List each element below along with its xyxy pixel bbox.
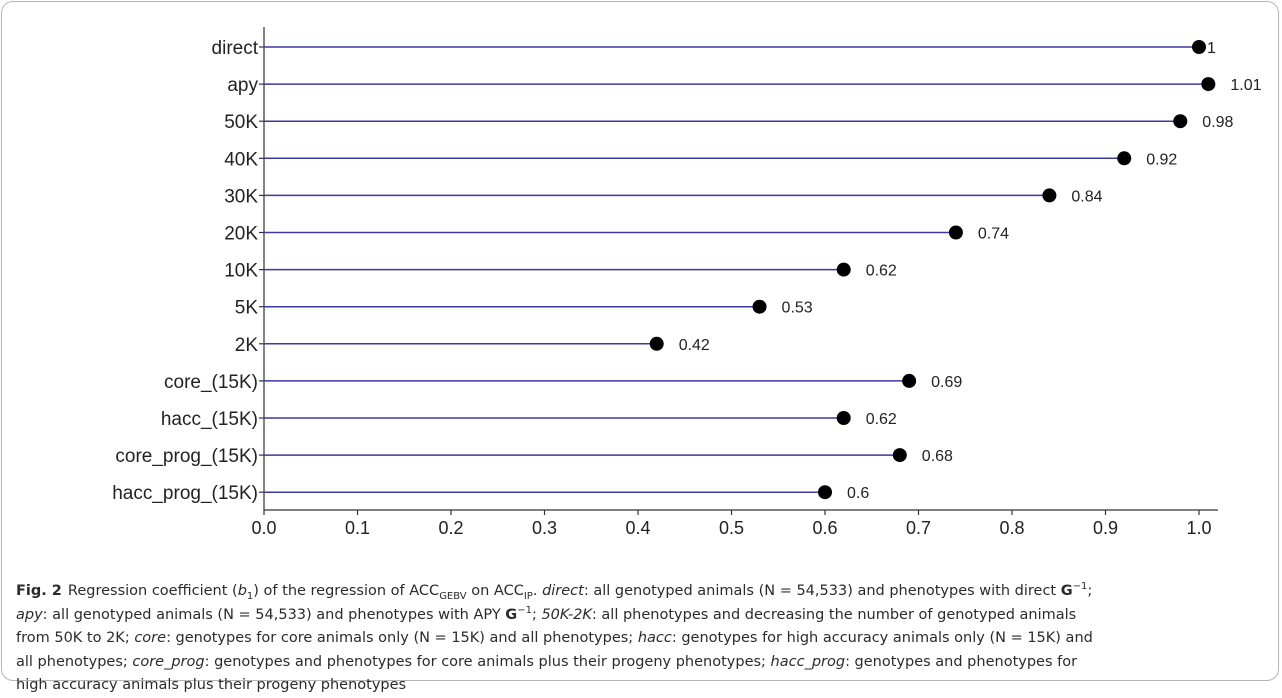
caption-text: : genotypes for high accuracy animals on…: [671, 630, 1093, 646]
data-label-30K: 0.84: [1071, 188, 1102, 205]
caption-term: hacc: [637, 630, 672, 646]
caption-text: on ACC: [466, 583, 524, 599]
caption-text: from 50K to 2K;: [16, 630, 135, 646]
caption-term: hacc_prog: [770, 653, 846, 670]
dot-5K: [752, 299, 767, 314]
y-tick-label-5K: 5K: [235, 298, 259, 319]
caption-line-2: apy: all genotyped animals (N = 54,533) …: [16, 604, 1276, 628]
x-tick-label: 0.2: [438, 518, 463, 538]
y-tick-label-core_prog_(15K): core_prog_(15K): [115, 446, 258, 467]
y-tick-label-40K: 40K: [224, 149, 258, 170]
data-label-20K: 0.74: [978, 226, 1009, 243]
figure-caption: Fig. 2 Regression coefficient (b1) of the…: [16, 580, 1276, 698]
caption-text: ) of the regression of ACC: [253, 583, 440, 599]
dot-core_prog_(15K): [892, 448, 907, 463]
caption-text: : genotypes for core animals only (N = 1…: [166, 630, 638, 646]
dot-direct: [1192, 40, 1206, 54]
dot-apy: [1201, 77, 1216, 92]
dot-20K: [948, 225, 963, 240]
dot-40K: [1117, 151, 1132, 166]
dot-hacc_prog_(15K): [818, 485, 832, 500]
caption-line-3: from 50K to 2K; core: genotypes for core…: [16, 627, 1276, 651]
y-tick-label-10K: 10K: [224, 261, 258, 282]
dot-core_(15K): [902, 373, 917, 388]
x-tick-label: 0.4: [625, 518, 650, 538]
caption-text: ;: [531, 606, 542, 623]
y-tick-label-hacc_(15K): hacc_(15K): [161, 409, 258, 430]
x-tick-label: 0.5: [719, 518, 744, 538]
y-tick-label-hacc_prog_(15K): hacc_prog_(15K): [112, 483, 258, 504]
y-tick-label-50K: 50K: [224, 112, 258, 133]
caption-superscript: −1: [517, 604, 532, 616]
data-label-40K: 0.92: [1146, 151, 1177, 168]
x-tick-label: 0.9: [1093, 518, 1118, 538]
figure-label: Fig. 2: [16, 583, 62, 599]
caption-text: : all genotyped animals (N = 54,533) and…: [583, 583, 1061, 599]
figure-frame: [1, 1, 1279, 681]
x-tick-label: 0.3: [532, 518, 557, 538]
x-tick-label: 0.6: [812, 518, 837, 538]
caption-term: apy: [16, 606, 43, 623]
lollipop-chart: direct 1 apy 1.01 50K 0.98 40K 0.92 30K 0.84 20K 0.…: [112, 27, 1262, 538]
data-label-2K: 0.42: [679, 337, 710, 354]
caption-text: : genotypes and phenotypes for core anim…: [204, 653, 771, 670]
data-label-apy: 1.01: [1230, 77, 1261, 94]
dot-10K: [836, 262, 851, 277]
caption-term: b: [237, 583, 247, 599]
data-label-core_(15K): 0.69: [931, 374, 962, 391]
y-tick-label-direct: direct: [212, 38, 259, 59]
caption-line-4: all phenotypes; core_prog: genotypes and…: [16, 651, 1276, 675]
data-label-hacc_(15K): 0.62: [866, 411, 897, 428]
caption-superscript: −1: [1072, 581, 1088, 593]
dot-hacc_(15K): [836, 411, 851, 425]
dot-50K: [1173, 114, 1188, 129]
caption-subscript: 1: [246, 590, 254, 602]
data-label-10K: 0.62: [866, 263, 897, 280]
caption-line-1: Fig. 2 Regression coefficient (b1) of the…: [16, 580, 1276, 604]
x-tick-label: 0.1: [345, 518, 370, 538]
caption-line-5: high accuracy animals plus their progeny…: [16, 674, 1276, 698]
dot-2K: [649, 336, 664, 351]
caption-term: core_prog: [132, 653, 205, 670]
y-tick-label-30K: 30K: [224, 186, 258, 207]
y-tick-label-20K: 20K: [224, 224, 258, 245]
x-tick-label: 0.7: [906, 518, 931, 538]
caption-term: direct: [542, 583, 584, 599]
y-tick-label-apy: apy: [227, 75, 258, 96]
caption-matrix-symbol: G: [505, 606, 518, 623]
x-tick-label: 1.0: [1186, 518, 1211, 538]
y-tick-label-core_(15K): core_(15K): [164, 372, 258, 393]
data-label-5K: 0.53: [782, 300, 813, 317]
caption-text: .: [532, 583, 543, 599]
x-tick-label: 0.8: [999, 518, 1024, 538]
caption-text: : all genotyped animals (N = 54,533) and…: [42, 606, 506, 623]
caption-text: Regression coefficient (: [67, 583, 238, 599]
caption-text: : all phenotypes and decreasing the numb…: [591, 606, 1077, 623]
caption-text: high accuracy animals plus their progeny…: [16, 677, 407, 693]
caption-text: ;: [1087, 583, 1093, 599]
x-tick-label: 0.0: [251, 518, 276, 538]
caption-subscript: IP: [523, 590, 533, 602]
caption-subscript: GEBV: [439, 590, 467, 602]
caption-text: all phenotypes;: [16, 653, 133, 670]
data-label-core_prog_(15K): 0.68: [922, 448, 953, 465]
caption-matrix-symbol: G: [1060, 583, 1073, 599]
dot-30K: [1042, 188, 1057, 203]
data-label-50K: 0.98: [1202, 114, 1233, 131]
caption-text: : genotypes and phenotypes for: [845, 653, 1078, 670]
caption-term: core: [134, 630, 167, 646]
data-label-direct: 1: [1207, 40, 1216, 57]
y-tick-label-2K: 2K: [235, 335, 259, 356]
data-label-hacc_prog_(15K): 0.6: [847, 485, 869, 502]
caption-term: 50K-2K: [541, 606, 592, 623]
